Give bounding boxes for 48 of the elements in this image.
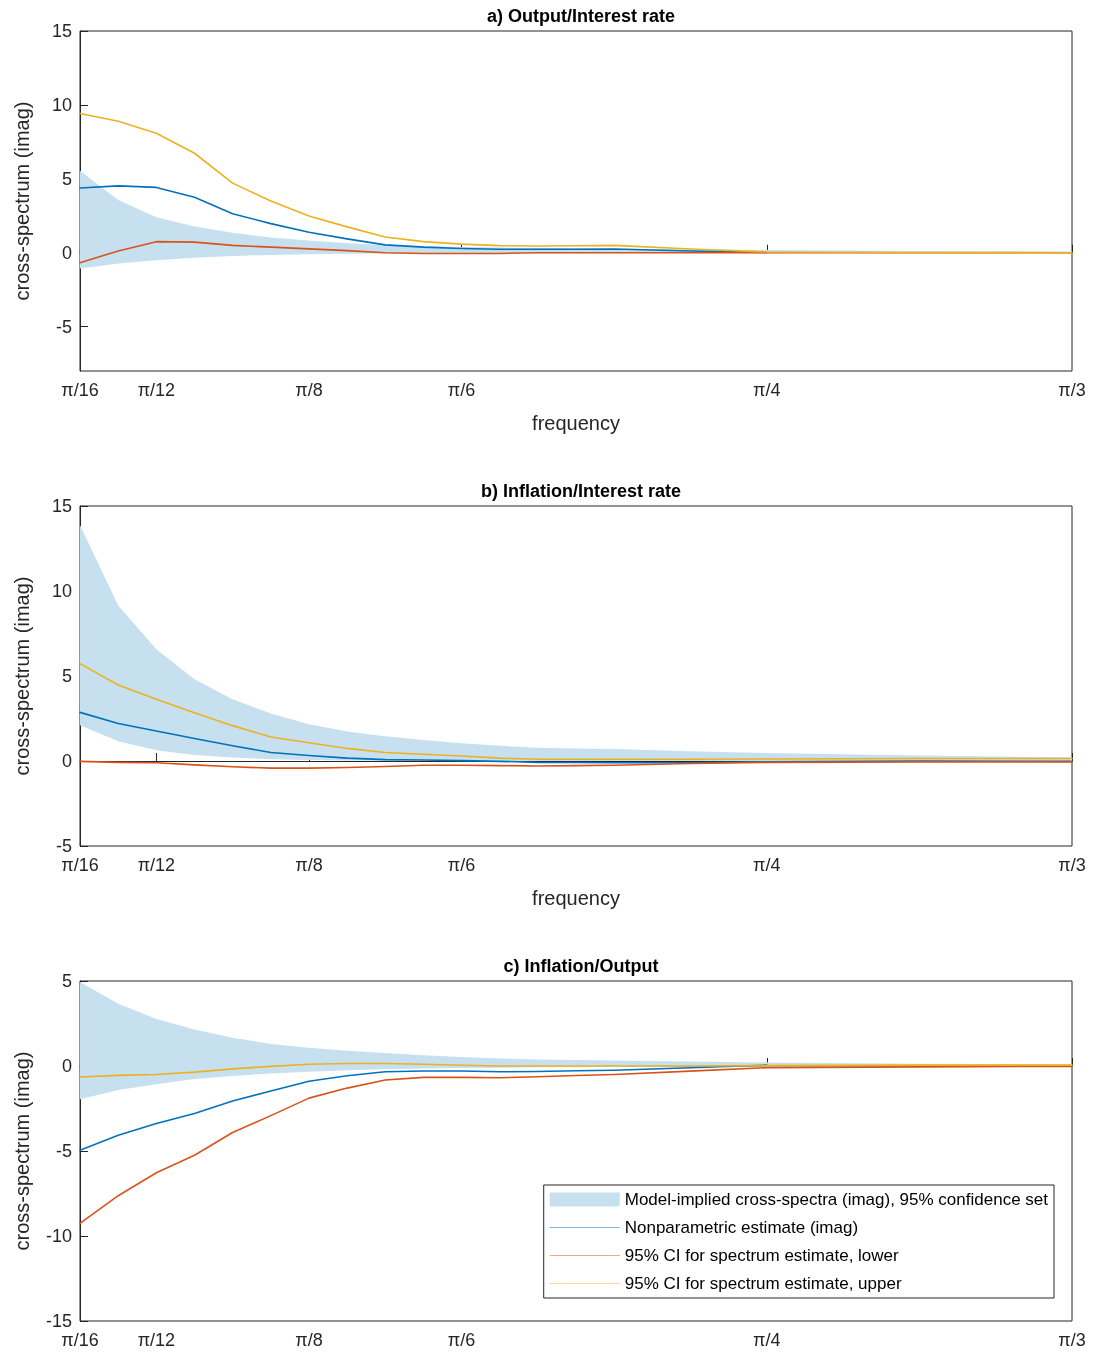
y-axis-title: cross-spectrum (imag) [11,101,33,301]
x-tick-label: π/8 [295,855,323,875]
x-tick-label: π/16 [61,380,99,400]
y-tick-label: 10 [51,581,72,601]
x-axis-title: frequency [532,412,620,434]
y-tick-label: 0 [61,751,72,771]
x-tick-label: π/3 [1058,855,1086,875]
line-series [79,662,1073,761]
y-tick-label: -5 [55,836,72,856]
x-tick-label: π/8 [295,380,323,400]
chart-title: c) Inflation/Output [503,956,659,976]
x-tick-label: π/12 [137,855,176,875]
x-tick-label: π/8 [295,1330,323,1350]
x-tick-label: π/12 [137,380,176,400]
y-tick-label: 5 [61,666,72,686]
x-tick-label: π/3 [1058,1330,1086,1350]
y-tick-label: 10 [51,94,72,115]
y-tick-label: -5 [55,316,72,337]
legend-label: 95% CI for spectrum estimate, upper [624,1274,902,1293]
x-tick-label: π/6 [447,1330,476,1350]
legend-label: Nonparametric estimate (imag) [624,1218,859,1237]
legend-label: Model-implied cross-spectra (imag), 95% confidence set [624,1190,1049,1209]
y-tick-label: -15 [45,1311,72,1331]
y-tick-label: 0 [61,1056,72,1076]
x-tick-label: π/12 [137,1330,176,1350]
x-tick-label: π/16 [61,855,99,875]
x-axis-title: frequency [532,887,620,909]
y-tick-label: 0 [61,242,72,263]
line-series [79,1064,768,1152]
x-tick-label: π/6 [447,855,476,875]
x-tick-label: π/4 [753,855,781,875]
x-tick-label: π/3 [1058,380,1086,400]
chart-title: a) Output/Interest rate [486,6,676,26]
y-tick-label: 5 [61,168,72,189]
y-tick-label: 5 [61,971,72,991]
y-tick-label: -10 [45,1226,72,1246]
x-tick-label: π/16 [61,1330,99,1350]
x-tick-label: π/4 [753,380,781,400]
y-tick-label: -5 [55,1141,72,1161]
line-series [79,112,1073,254]
chart-title: b) Inflation/Interest rate [480,481,682,501]
y-tick-label: 15 [51,496,72,516]
x-tick-label: π/4 [753,1330,781,1350]
y-axis-title: cross-spectrum (imag) [11,1051,33,1251]
x-tick-label: π/6 [447,380,476,400]
legend-label: 95% CI for spectrum estimate, lower [624,1246,900,1265]
y-axis-title: cross-spectrum (imag) [11,576,33,776]
y-tick-label: 15 [51,21,72,41]
